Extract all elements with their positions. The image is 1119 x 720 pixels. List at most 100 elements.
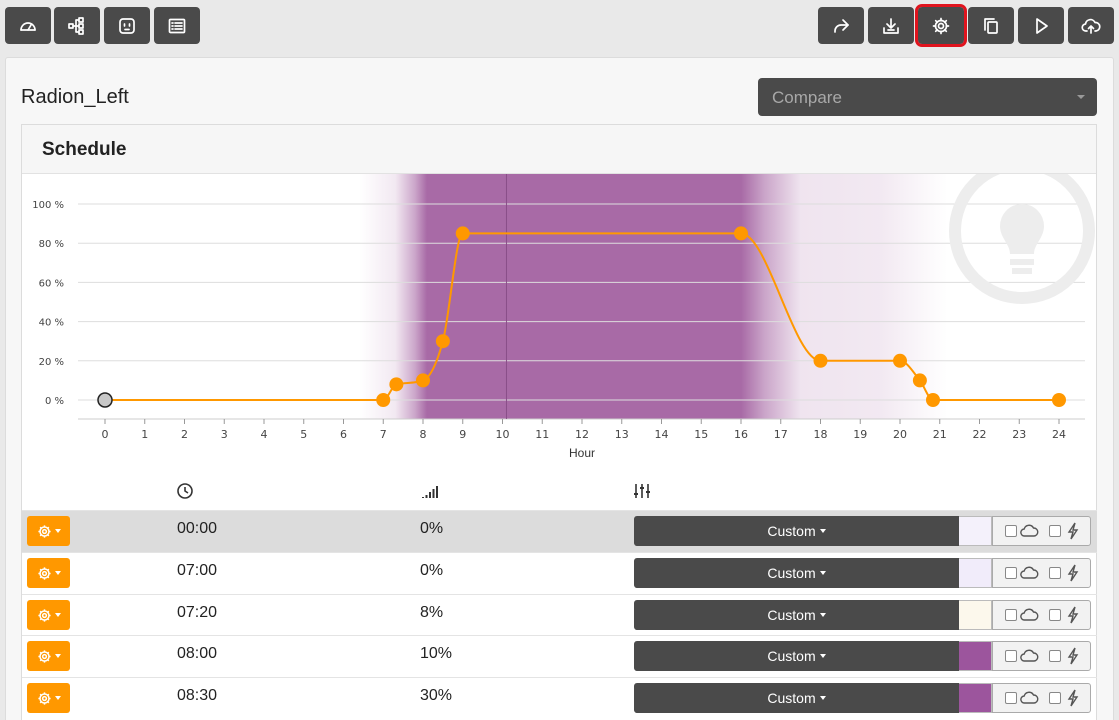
x-tick-label: 6: [340, 428, 347, 441]
color-swatch[interactable]: [959, 683, 992, 713]
lightning-icon: [1067, 689, 1079, 707]
x-tick-label: 19: [853, 428, 867, 441]
y-tick-label: 60 %: [39, 278, 64, 289]
row-percent[interactable]: 0%: [420, 520, 444, 537]
share-button[interactable]: [818, 7, 864, 44]
play-icon: [1036, 17, 1048, 34]
copy-button[interactable]: [968, 7, 1014, 44]
chevron-down-icon: [54, 571, 61, 575]
chevron-down-icon: [54, 654, 61, 658]
settings-button[interactable]: [915, 4, 967, 47]
mode-label: Custom: [767, 607, 816, 623]
row-time[interactable]: 00:00: [177, 520, 218, 537]
hierarchy-icon: [68, 16, 84, 35]
x-tick-label: 15: [694, 428, 708, 441]
schedule-point[interactable]: [455, 226, 470, 241]
mode-dropdown[interactable]: Custom: [634, 516, 959, 546]
lightning-checkbox[interactable]: [1049, 567, 1061, 579]
cloud-checkbox[interactable]: [1005, 567, 1017, 579]
schedule-point[interactable]: [734, 226, 748, 241]
row-time[interactable]: 08:00: [177, 645, 218, 662]
clock-icon: [177, 483, 193, 499]
signal-bars-icon: [422, 486, 438, 498]
schedule-point[interactable]: [912, 373, 927, 388]
cloud-checkbox[interactable]: [1005, 609, 1017, 621]
compare-placeholder: Compare: [772, 88, 842, 107]
color-swatch[interactable]: [959, 516, 992, 546]
x-tick-label: 7: [380, 428, 387, 441]
y-tick-label: 40 %: [39, 318, 64, 329]
row-time[interactable]: 07:20: [177, 604, 218, 621]
x-tick-label: 5: [300, 428, 307, 441]
download-button[interactable]: [868, 7, 914, 44]
settings-column-header: [633, 482, 651, 505]
schedule-point[interactable]: [1052, 393, 1066, 407]
table-row: 07:20 8% Custom: [22, 594, 1097, 636]
schedule-chart[interactable]: 0 %20 %40 %60 %80 %100 % 0 1 2 3 4 5 6 7 8 9 10 11 1…: [22, 174, 1097, 474]
row-time[interactable]: 08:30: [177, 687, 218, 704]
schedule-point[interactable]: [416, 373, 430, 388]
mode-dropdown[interactable]: Custom: [634, 641, 959, 671]
row-percent[interactable]: 0%: [420, 562, 444, 579]
cloud-icon: [1020, 649, 1039, 662]
cloud-upload-icon: [1081, 18, 1101, 34]
cloud-checkbox[interactable]: [1005, 692, 1017, 704]
row-settings-button[interactable]: [27, 600, 70, 630]
row-percent[interactable]: 10%: [420, 645, 453, 662]
chevron-down-icon: [819, 654, 826, 658]
gear-icon: [37, 608, 51, 622]
x-tick-label: 24: [1052, 428, 1066, 441]
upload-button[interactable]: [1068, 7, 1114, 44]
color-swatch[interactable]: [959, 600, 992, 630]
schedule-point[interactable]: [389, 377, 404, 392]
mode-dropdown[interactable]: Custom: [634, 600, 959, 630]
y-tick-label: 20 %: [39, 357, 64, 368]
row-settings-button[interactable]: [27, 641, 70, 671]
row-time[interactable]: 07:00: [177, 562, 218, 579]
x-tick-label: 13: [615, 428, 629, 441]
cloud-checkbox[interactable]: [1005, 650, 1017, 662]
row-settings-button[interactable]: [27, 683, 70, 713]
y-tick-label: 0 %: [45, 396, 64, 407]
lightning-checkbox[interactable]: [1049, 609, 1061, 621]
x-tick-label: 1: [141, 428, 148, 441]
lightning-checkbox[interactable]: [1049, 525, 1061, 537]
schedule-point[interactable]: [435, 334, 450, 349]
color-swatch[interactable]: [959, 558, 992, 588]
lightning-checkbox[interactable]: [1049, 650, 1061, 662]
schedule-point[interactable]: [893, 353, 907, 368]
sliders-icon: [634, 484, 650, 498]
play-button[interactable]: [1018, 7, 1064, 44]
light-intensity-band: [78, 174, 1085, 419]
schedule-point[interactable]: [97, 392, 113, 408]
network-button[interactable]: [54, 7, 100, 44]
chevron-down-icon: [54, 529, 61, 533]
color-swatch[interactable]: [959, 641, 992, 671]
mode-dropdown[interactable]: Custom: [634, 683, 959, 713]
row-settings-button[interactable]: [27, 558, 70, 588]
list-icon: [168, 18, 186, 33]
cloud-icon: [1020, 566, 1039, 579]
row-settings-button[interactable]: [27, 516, 70, 546]
schedule-point[interactable]: [813, 353, 828, 368]
schedule-point[interactable]: [376, 393, 391, 407]
x-tick-label: 10: [496, 428, 510, 441]
x-tick-label: 9: [459, 428, 466, 441]
row-percent[interactable]: 30%: [420, 687, 453, 704]
lightning-checkbox[interactable]: [1049, 692, 1061, 704]
x-tick-label: 12: [575, 428, 589, 441]
cloud-checkbox[interactable]: [1005, 525, 1017, 537]
gear-icon: [37, 566, 51, 580]
gear-icon: [37, 691, 51, 705]
chevron-down-icon: [819, 696, 826, 700]
y-tick-label: 80 %: [39, 239, 64, 250]
list-button[interactable]: [154, 7, 200, 44]
compare-select[interactable]: Compare: [758, 78, 1097, 116]
dashboard-button[interactable]: [5, 7, 51, 44]
row-percent[interactable]: 8%: [420, 604, 444, 621]
mode-dropdown[interactable]: Custom: [634, 558, 959, 588]
schedule-points: [97, 226, 1066, 408]
table-row: 08:00 10% Custom: [22, 635, 1097, 677]
outlet-button[interactable]: [104, 7, 150, 44]
schedule-point[interactable]: [925, 393, 940, 407]
